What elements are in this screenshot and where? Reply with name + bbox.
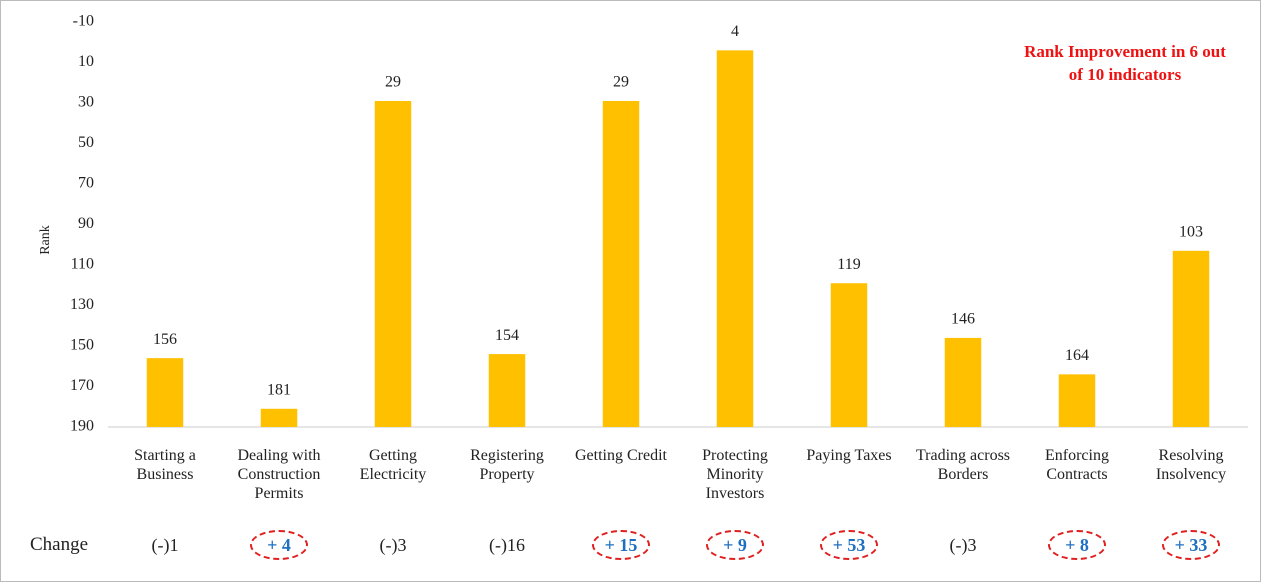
change-value: (-)3 [379, 535, 407, 555]
y-tick-label: 70 [78, 175, 94, 192]
value-label: 119 [837, 256, 860, 273]
y-tick-label: 190 [70, 418, 94, 435]
value-label: 103 [1179, 223, 1203, 240]
value-label: 29 [385, 74, 401, 91]
value-label: 29 [613, 74, 629, 91]
x-tick-label: Registering Property [470, 447, 544, 483]
bar [374, 100, 412, 427]
x-tick-label: Dealing with Construction Permits [237, 447, 321, 502]
change-value: (-)3 [949, 535, 977, 555]
x-tick-label: Paying Taxes [806, 447, 892, 464]
value-label: 146 [951, 311, 975, 328]
change-value: + 33 [1146, 530, 1236, 560]
value-label: 164 [1065, 347, 1089, 364]
y-tick-label: 10 [78, 53, 94, 70]
y-tick-label: 90 [78, 215, 94, 232]
change-value: (-)1 [151, 535, 179, 555]
annotation: Rank Improvement in 6 out of 10 indicato… [1024, 42, 1226, 84]
change-row-title: Change [30, 534, 89, 555]
change-value: + 8 [1032, 530, 1122, 560]
x-tick-label: Trading across Borders [915, 447, 1011, 483]
y-axis-title: Rank [38, 225, 53, 255]
x-tick-label: Getting Credit [575, 447, 667, 464]
x-tick-label: Resolving Insolvency [1155, 447, 1227, 483]
y-tick-label: -10 [73, 13, 94, 30]
bar [260, 408, 298, 427]
change-value: + 15 [576, 530, 666, 560]
x-tick-label: Enforcing Contracts [1045, 447, 1109, 483]
value-label: 156 [153, 331, 177, 348]
y-tick-label: 170 [70, 377, 94, 394]
y-tick-label: 50 [78, 134, 94, 151]
y-tick-label: 30 [78, 94, 94, 111]
y-tick-label: 150 [70, 337, 94, 354]
value-label: 154 [495, 327, 519, 344]
change-value: + 4 [234, 530, 324, 560]
value-label: 181 [267, 381, 291, 398]
y-tick-label: 130 [70, 296, 94, 313]
value-label: 4 [731, 23, 739, 40]
change-value: + 53 [804, 530, 894, 560]
bar [1172, 250, 1210, 427]
x-tick-label: Getting Electricity [359, 447, 427, 483]
change-value: + 9 [690, 530, 780, 560]
bar [1058, 374, 1096, 427]
y-tick-label: 110 [71, 256, 94, 273]
bar [146, 358, 184, 427]
bar [944, 337, 982, 427]
bar [488, 354, 526, 427]
bar [602, 100, 640, 427]
bar [830, 283, 868, 427]
x-tick-label: Starting a Business [134, 447, 196, 483]
change-value: (-)16 [489, 535, 525, 555]
x-tick-label: Protecting Minority Investors [702, 447, 768, 502]
bar [716, 50, 754, 427]
